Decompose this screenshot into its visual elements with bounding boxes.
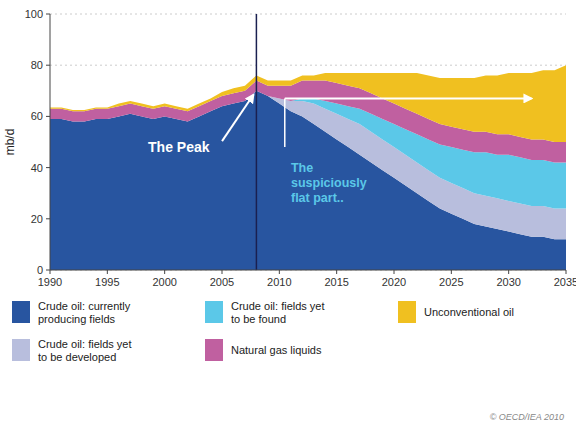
legend: Crude oil: currentlyproducing fields Crud… [12,300,514,363]
grid-line [50,14,566,15]
annotation-bracket [284,98,286,147]
x-tick [50,270,51,274]
y-tick-label: 0 [37,264,43,276]
legend-label: Crude oil: fields yetto be found [231,300,325,325]
x-tick-label: 2010 [267,276,291,288]
x-tick [566,270,567,274]
legend-item: Crude oil: fields yetto be developed [12,338,132,363]
legend-swatch [398,301,416,323]
annotation-flat: Thesuspiciouslyflat part.. [291,161,367,205]
source-note: © OECD/IEA 2010 [490,412,564,422]
y-tick [46,167,50,168]
x-tick-label: 2025 [439,276,463,288]
annotation-arrow [285,97,532,99]
x-tick-label: 2015 [324,276,348,288]
x-tick [279,270,280,274]
x-tick-label: 2035 [554,276,576,288]
y-tick-label: 60 [31,110,43,122]
legend-swatch [12,339,30,361]
x-tick [451,270,452,274]
peak-line [256,14,258,270]
annotations: The Peak Thesuspiciouslyflat part.. [148,95,531,205]
x-tick-label: 1990 [38,276,62,288]
y-tick [46,218,50,219]
x-tick [164,270,165,274]
grid [50,14,566,270]
x-tick-label: 2000 [152,276,176,288]
legend-swatch [205,339,223,361]
grid-line [50,65,566,66]
legend-item: Unconventional oil [398,301,514,323]
axes: 0 20 40 60 80 100 1990 1995 2000 2005 2010 2015 2020… [25,8,576,288]
x-tick [508,270,509,274]
legend-label: Crude oil: fields yetto be developed [38,338,132,363]
y-axis-label: mb/d [3,129,17,156]
legend-item: Crude oil: currentlyproducing fields [12,300,131,325]
x-tick [336,270,337,274]
x-tick [107,270,108,274]
y-tick [46,270,50,271]
legend-label: Natural gas liquids [231,344,322,356]
y-tick-label: 40 [31,162,43,174]
area-series [50,65,566,142]
chart: 0 20 40 60 80 100 1990 1995 2000 2005 2010 2015 2020… [0,0,576,426]
y-axis-line [50,14,51,270]
x-tick-label: 1995 [95,276,119,288]
annotation-arrow [222,95,253,141]
legend-swatch [12,301,30,323]
legend-label: Unconventional oil [424,306,514,318]
areas [50,14,566,270]
legend-item: Natural gas liquids [205,339,322,361]
x-tick-label: 2030 [496,276,520,288]
y-tick [46,14,50,15]
y-tick-label: 20 [31,213,43,225]
x-axis-line [50,270,566,271]
y-tick [46,116,50,117]
y-tick-label: 100 [25,8,43,20]
x-tick-label: 2005 [210,276,234,288]
x-tick-label: 2020 [382,276,406,288]
legend-label: Crude oil: currentlyproducing fields [38,300,131,325]
grid-line [50,270,566,271]
y-tick [46,65,50,66]
legend-swatch [205,301,223,323]
annotation-peak: The Peak [148,139,210,155]
x-tick [394,270,395,274]
y-tick-label: 80 [31,59,43,71]
x-tick [222,270,223,274]
legend-item: Crude oil: fields yetto be found [205,300,325,325]
